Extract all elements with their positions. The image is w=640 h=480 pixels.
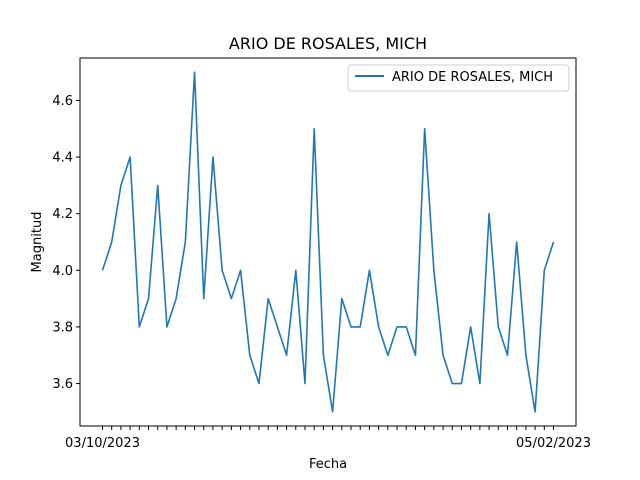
data-point (286, 354, 288, 356)
data-point (212, 156, 214, 158)
data-point (451, 383, 453, 385)
data-point (111, 241, 113, 243)
legend: ARIO DE ROSALES, MICH (347, 64, 570, 92)
x-tick-label-last: 05/02/2023 (516, 436, 591, 451)
y-tick-label: 4.2 (52, 207, 73, 222)
data-point (341, 298, 343, 300)
data-point (424, 128, 426, 130)
data-point (120, 185, 122, 187)
legend-label: ARIO DE ROSALES, MICH (392, 70, 553, 85)
data-point (359, 326, 361, 328)
data-point (479, 383, 481, 385)
data-point (461, 383, 463, 385)
y-tick-label: 4.4 (52, 151, 73, 166)
data-point (534, 411, 536, 413)
data-point (304, 383, 306, 385)
data-point (442, 354, 444, 356)
data-point (497, 326, 499, 328)
y-tick-label: 4.6 (52, 94, 73, 109)
data-point (405, 326, 407, 328)
data-point (231, 298, 233, 300)
y-axis-label: Magnitud (30, 212, 45, 273)
data-point (277, 326, 279, 328)
chart-title: ARIO DE ROSALES, MICH (229, 34, 427, 53)
data-point (240, 270, 242, 272)
y-tick-label: 4.0 (52, 264, 73, 279)
data-point (129, 156, 131, 158)
data-point (221, 270, 223, 272)
data-point (350, 326, 352, 328)
data-point (166, 326, 168, 328)
plot-frame (79, 57, 577, 427)
data-point (313, 128, 315, 130)
data-point (157, 185, 159, 187)
data-point (433, 270, 435, 272)
data-point (525, 354, 527, 356)
data-point (470, 326, 472, 328)
legend-box (347, 64, 570, 92)
data-point (415, 354, 417, 356)
data-point (258, 383, 260, 385)
data-point (194, 71, 196, 73)
data-point (378, 326, 380, 328)
x-tick-label-first: 03/10/2023 (65, 436, 140, 451)
ticks-layer: 3.6 3.8 4.0 4.2 4.4 4.6 03/10/2023 05/02/2023 (52, 94, 591, 451)
data-point (369, 270, 371, 272)
data-point (102, 270, 104, 272)
data-point (249, 354, 251, 356)
data-point (507, 354, 509, 356)
data-point (332, 411, 334, 413)
x-axis-label: Fecha (309, 457, 347, 472)
y-tick-label: 3.8 (52, 320, 73, 335)
data-point (267, 298, 269, 300)
data-point (148, 298, 150, 300)
data-point (185, 241, 187, 243)
series-line (101, 71, 555, 413)
y-tick-label: 3.6 (52, 377, 73, 392)
data-point (396, 326, 398, 328)
plot-layer (101, 71, 555, 413)
data-point (175, 298, 177, 300)
data-point (387, 354, 389, 356)
data-point (203, 298, 205, 300)
data-point (323, 354, 325, 356)
data-point (295, 270, 297, 272)
data-point (516, 241, 518, 243)
data-point (488, 213, 490, 215)
data-point (543, 270, 545, 272)
data-point (553, 241, 555, 243)
data-point (139, 326, 141, 328)
